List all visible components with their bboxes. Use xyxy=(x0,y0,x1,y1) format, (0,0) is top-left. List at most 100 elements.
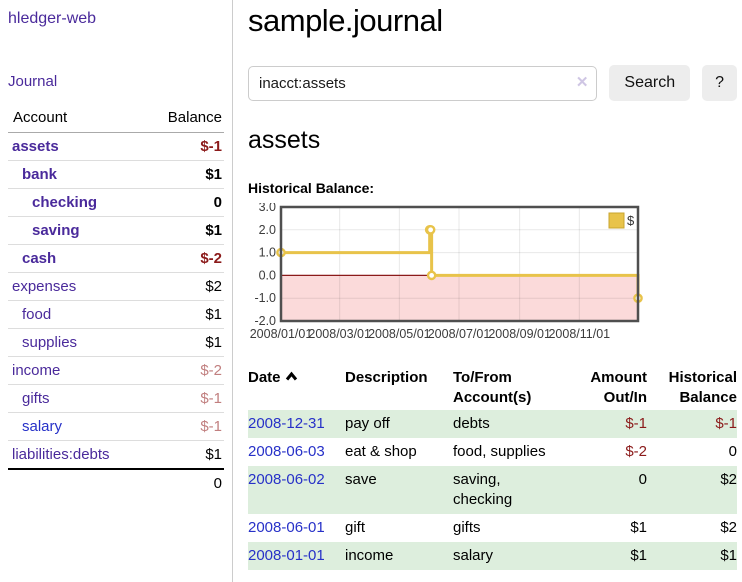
transactions-table: Date Description To/From Account(s) Amou… xyxy=(248,366,737,570)
account-balance: $1 xyxy=(142,328,224,357)
account-row: cash $-2 xyxy=(8,244,224,273)
transaction-description: income xyxy=(345,547,394,564)
svg-text:0.0: 0.0 xyxy=(259,268,276,282)
transaction-date-link[interactable]: 2008-12-31 xyxy=(248,415,325,432)
account-link[interactable]: food xyxy=(22,306,52,323)
accounts-column-header: Account xyxy=(8,106,143,133)
svg-text:1.0: 1.0 xyxy=(259,246,276,260)
account-row: saving $1 xyxy=(8,216,224,245)
transactions-header-row: Date Description To/From Account(s) Amou… xyxy=(248,366,737,410)
account-row: bank $1 xyxy=(8,160,224,189)
amount-column-header: Amount Out/In xyxy=(590,369,647,406)
transaction-accounts: saving, checking xyxy=(453,471,513,508)
account-row: food $1 xyxy=(8,300,224,329)
help-button[interactable]: ? xyxy=(702,65,737,101)
account-balance: $-2 xyxy=(142,356,224,385)
svg-text:2008/09/01: 2008/09/01 xyxy=(488,327,551,341)
transaction-balance: $2 xyxy=(720,471,737,488)
svg-text:2008/05/01: 2008/05/01 xyxy=(368,327,431,341)
transaction-row: 2008-06-02 save saving, checking 0 $2 xyxy=(248,466,737,514)
transaction-date-link[interactable]: 2008-06-03 xyxy=(248,443,325,460)
clear-search-icon[interactable]: ✕ xyxy=(575,73,589,91)
account-row: income $-2 xyxy=(8,356,224,385)
transaction-row: 2008-06-01 gift gifts $1 $2 xyxy=(248,514,737,542)
transaction-amount: $-1 xyxy=(625,415,647,432)
account-link[interactable]: gifts xyxy=(22,390,50,407)
account-link[interactable]: assets xyxy=(12,138,59,155)
transaction-date-link[interactable]: 2008-06-02 xyxy=(248,471,325,488)
transaction-amount: 0 xyxy=(638,471,647,488)
accounts-balance-table: Account Balance assets $-1 bank $1 check… xyxy=(8,106,224,497)
transaction-description: pay off xyxy=(345,415,390,432)
account-heading: assets xyxy=(248,126,321,154)
transaction-balance: $2 xyxy=(720,519,737,536)
sort-ascending-icon xyxy=(285,368,298,388)
sidebar: hledger-web Journal Account Balance asse… xyxy=(0,0,233,582)
date-column-header[interactable]: Date xyxy=(248,366,345,410)
transaction-row: 2008-06-03 eat & shop food, supplies $-2… xyxy=(248,438,737,466)
svg-text:2008/11/01: 2008/11/01 xyxy=(548,327,610,341)
account-link[interactable]: liabilities:debts xyxy=(12,446,110,463)
chart-title: Historical Balance: xyxy=(248,180,375,196)
account-link[interactable]: salary xyxy=(22,418,63,435)
account-row: gifts $-1 xyxy=(8,384,224,413)
transaction-amount: $1 xyxy=(630,547,647,564)
account-balance: $-1 xyxy=(142,384,224,413)
svg-text:$: $ xyxy=(627,213,635,228)
account-balance: $-1 xyxy=(142,412,224,441)
account-row: supplies $1 xyxy=(8,328,224,357)
accounts-column-header: To/From Account(s) xyxy=(453,369,532,406)
search-button[interactable]: Search xyxy=(609,65,691,101)
main-content: sample.journal ✕ Search ? assets Histori… xyxy=(248,0,737,570)
transaction-balance: 0 xyxy=(728,443,737,460)
svg-text:-2.0: -2.0 xyxy=(254,314,276,328)
transaction-row: 2008-12-31 pay off debts $-1 $-1 xyxy=(248,410,737,438)
account-balance: 0 xyxy=(142,188,224,217)
account-link[interactable]: expenses xyxy=(12,278,77,295)
account-row: liabilities:debts $1 xyxy=(8,440,224,469)
transaction-description: eat & shop xyxy=(345,443,417,460)
description-column-header: Description xyxy=(345,369,428,386)
transaction-balance: $-1 xyxy=(715,415,737,432)
account-row: checking 0 xyxy=(8,188,224,217)
page-title: sample.journal xyxy=(248,3,443,38)
transaction-row: 2008-01-01 income salary $1 $1 xyxy=(248,542,737,570)
transaction-date-link[interactable]: 2008-01-01 xyxy=(248,547,325,564)
transaction-accounts: gifts xyxy=(453,519,481,536)
account-link[interactable]: income xyxy=(12,362,61,379)
account-balance: $-1 xyxy=(200,138,222,155)
balance-column-header: Historical Balance xyxy=(668,369,737,406)
balance-column-header: Balance xyxy=(142,106,224,133)
account-balance: $1 xyxy=(142,216,224,245)
account-link[interactable]: bank xyxy=(22,166,58,183)
account-link[interactable]: supplies xyxy=(22,334,78,351)
app-title-link[interactable]: hledger-web xyxy=(8,10,97,27)
account-balance: $2 xyxy=(142,272,224,301)
account-row: assets $-1 xyxy=(8,133,224,161)
svg-text:2008/01/01: 2008/01/01 xyxy=(250,327,313,341)
accounts-total-row: 0 xyxy=(8,468,224,497)
transaction-date-link[interactable]: 2008-06-01 xyxy=(248,519,325,536)
account-link[interactable]: cash xyxy=(22,250,57,267)
svg-text:2008/03/01: 2008/03/01 xyxy=(308,327,371,341)
accounts-total-value: 0 xyxy=(142,468,224,497)
search-input[interactable] xyxy=(248,65,598,101)
transaction-accounts: salary xyxy=(453,547,494,564)
account-balance: $-2 xyxy=(142,244,224,273)
historical-balance-chart: $3.0 2.0 1.0 0.0 -1.0 -2.0 2008/01/01 2008/03/0… xyxy=(248,200,737,350)
svg-text:2.0: 2.0 xyxy=(259,223,276,237)
account-balance: $1 xyxy=(142,160,224,189)
transaction-description: gift xyxy=(345,519,366,536)
transaction-balance: $1 xyxy=(720,547,737,564)
transaction-description: save xyxy=(345,471,377,488)
account-balance: $1 xyxy=(142,300,224,329)
sidebar-item-journal[interactable]: Journal xyxy=(8,73,58,90)
svg-text:-1.0: -1.0 xyxy=(254,291,276,305)
svg-text:3.0: 3.0 xyxy=(259,203,276,214)
account-link[interactable]: checking xyxy=(32,194,98,211)
account-link[interactable]: saving xyxy=(32,222,80,239)
svg-text:2008/07/01: 2008/07/01 xyxy=(428,327,491,341)
search-form: ✕ Search ? xyxy=(248,65,737,101)
transaction-amount: $-2 xyxy=(625,443,647,460)
transaction-accounts: food, supplies xyxy=(453,443,546,460)
